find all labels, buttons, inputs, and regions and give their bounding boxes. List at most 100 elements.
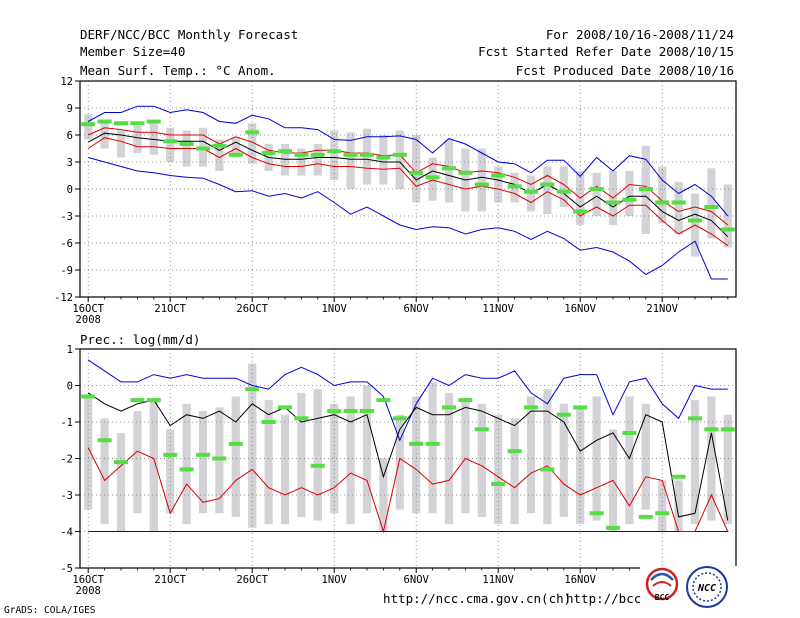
ensemble-marker-0-12 — [261, 151, 276, 155]
ensemble-marker-1-32 — [589, 511, 604, 516]
ensemble-marker-1-8 — [196, 452, 210, 457]
ensemble-marker-0-17 — [343, 152, 358, 157]
variable-label: Mean Surf. Temp.: °C Anom. — [80, 63, 276, 78]
ensemble-box-0-21 — [412, 135, 421, 203]
ensemble-marker-0-23 — [442, 166, 456, 171]
ensemble-box-0-25 — [477, 148, 486, 212]
ensemble-marker-1-37 — [671, 474, 686, 479]
ensemble-marker-0-32 — [589, 187, 604, 191]
max-line-1 — [87, 359, 728, 442]
ensemble-marker-1-2 — [97, 438, 112, 443]
ensemble-box-0-17 — [346, 132, 355, 189]
x-tick-label: 16NOV — [564, 303, 596, 315]
y-tick-label: -3 — [60, 490, 73, 502]
ensemble-marker-0-31 — [573, 209, 588, 214]
ensemble-box-1-28 — [526, 396, 536, 514]
ensemble-box-1-8 — [198, 411, 208, 514]
ensemble-box-0-20 — [395, 130, 404, 189]
x-tick-label: 26OCT — [236, 574, 268, 586]
bcc-logo-text: BCC — [655, 593, 670, 602]
ensemble-marker-1-39 — [704, 427, 719, 432]
ensemble-box-0-39 — [707, 168, 716, 239]
ensemble-box-1-16 — [330, 403, 339, 514]
y-tick-label: 9 — [67, 103, 73, 115]
ensemble-marker-1-6 — [163, 452, 178, 457]
start-date: Fcst Started Refer Date 2008/10/15 — [478, 44, 734, 59]
ensemble-marker-0-29 — [540, 182, 555, 187]
ensemble-marker-0-20 — [392, 152, 407, 157]
ensemble-box-0-34 — [625, 171, 634, 216]
x-tick-label: 21OCT — [154, 303, 186, 315]
ensemble-marker-0-15 — [310, 152, 325, 157]
ensemble-marker-0-6 — [163, 139, 178, 144]
ensemble-marker-1-16 — [327, 409, 342, 414]
ensemble-marker-0-7 — [179, 142, 194, 146]
x-tick-label: 1NOV — [322, 303, 348, 315]
ncc-url[interactable]: http://ncc.cma.gov.cn(ch) — [383, 591, 571, 606]
ensemble-marker-0-22 — [425, 175, 440, 180]
ensemble-box-0-26 — [494, 166, 503, 203]
ensemble-box-1-2 — [100, 418, 109, 525]
ensemble-marker-1-18 — [360, 409, 374, 414]
member-size: Member Size=40 — [80, 44, 185, 59]
ensemble-box-0-15 — [313, 144, 322, 176]
ensemble-marker-0-2 — [97, 119, 112, 124]
ensemble-marker-0-4 — [130, 121, 145, 126]
x-tick-label: 26OCT — [236, 303, 268, 315]
ensemble-marker-1-27 — [507, 449, 522, 454]
ensemble-box-0-3 — [116, 130, 126, 158]
ensemble-marker-1-35 — [638, 514, 653, 519]
ensemble-marker-0-37 — [671, 200, 686, 205]
ensemble-box-1-29 — [543, 389, 552, 525]
ensemble-box-1-7 — [182, 403, 191, 525]
produced-date: Fcst Produced Date 2008/10/16 — [516, 63, 734, 78]
ensemble-marker-0-27 — [507, 184, 522, 189]
ensemble-marker-0-36 — [655, 200, 670, 205]
ensemble-marker-1-19 — [376, 398, 391, 403]
ensemble-marker-1-11 — [245, 387, 260, 392]
ensemble-marker-0-24 — [458, 170, 473, 175]
x-tick-label: 16OCT — [72, 303, 104, 315]
ensemble-box-0-11 — [248, 123, 257, 164]
y-tick-label: 0 — [67, 381, 73, 393]
ensemble-marker-1-3 — [114, 460, 128, 465]
y-tick-label: -1 — [60, 417, 73, 429]
ensemble-marker-1-1 — [81, 394, 96, 399]
ensemble-marker-0-34 — [622, 197, 637, 202]
ensemble-box-1-4 — [133, 411, 142, 514]
x-tick-label: 11NOV — [482, 303, 514, 315]
ensemble-marker-1-22 — [425, 441, 440, 446]
mean-line-1 — [87, 392, 729, 521]
ensemble-box-1-24 — [461, 400, 470, 514]
ensemble-marker-0-14 — [294, 152, 309, 157]
ensemble-box-1-12 — [264, 400, 273, 525]
x-tick-label: 16NOV — [564, 574, 596, 586]
x-tick-label: 6NOV — [404, 303, 430, 315]
ensemble-box-0-9 — [215, 139, 224, 171]
ensemble-marker-0-9 — [212, 143, 227, 148]
upper-line-0 — [87, 127, 729, 226]
y-tick-label: 1 — [67, 344, 73, 356]
ensemble-box-0-5 — [149, 121, 158, 155]
ensemble-box-0-40 — [723, 184, 732, 248]
ensemble-marker-1-30 — [556, 412, 571, 417]
y-tick-label: 0 — [67, 184, 73, 196]
precip-panel-title: Prec.: log(mm/d) — [80, 332, 200, 347]
ensemble-marker-0-11 — [245, 130, 260, 135]
ensemble-marker-1-34 — [622, 430, 637, 435]
ensemble-marker-1-38 — [688, 416, 702, 421]
ensemble-box-0-30 — [559, 166, 568, 207]
ensemble-marker-1-9 — [212, 456, 227, 461]
ensemble-marker-1-29 — [540, 467, 555, 472]
ensemble-marker-1-15 — [310, 463, 325, 468]
ensemble-marker-1-28 — [524, 405, 538, 410]
ensemble-box-1-22 — [428, 381, 437, 514]
ncc-logo: NCC — [686, 566, 728, 608]
ensemble-marker-0-19 — [376, 155, 391, 160]
ensemble-box-1-21 — [412, 396, 421, 514]
ensemble-box-0-1 — [84, 114, 93, 140]
y-tick-label: -5 — [60, 563, 73, 575]
ensemble-box-1-18 — [362, 385, 372, 514]
ensemble-box-0-4 — [133, 126, 142, 153]
